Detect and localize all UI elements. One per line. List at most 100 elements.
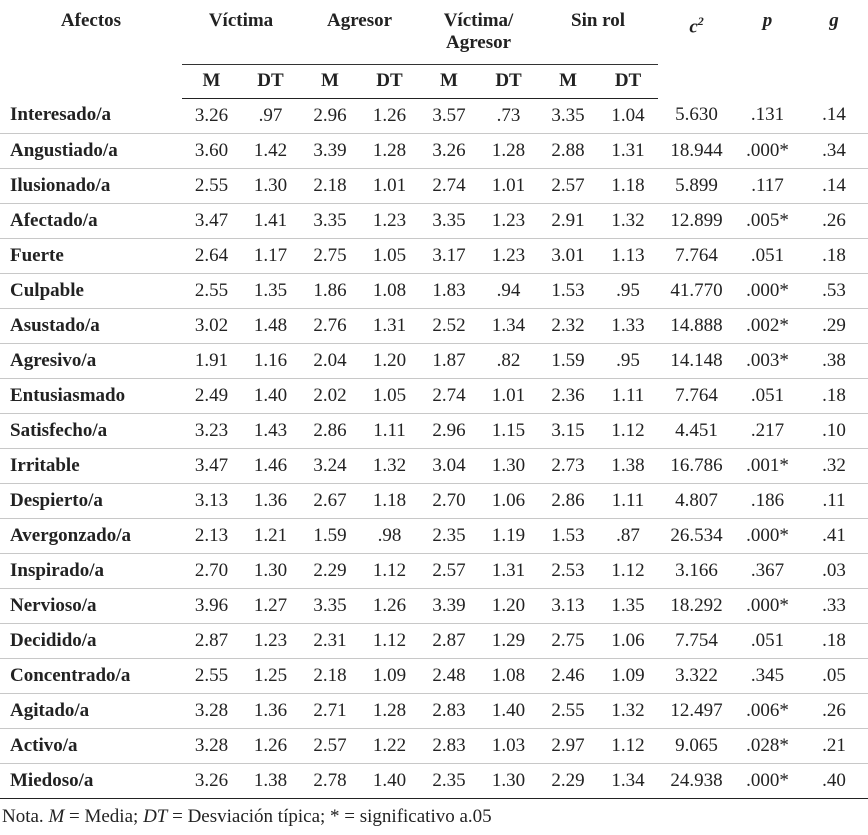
table-cell: 1.18 xyxy=(360,483,420,519)
table-cell: 3.28 xyxy=(182,728,241,764)
table-cell: 3.13 xyxy=(182,483,241,519)
table-cell: .97 xyxy=(241,98,300,134)
table-cell: 1.30 xyxy=(241,553,300,589)
table-cell: .26 xyxy=(800,693,868,729)
table-cell: 18.944 xyxy=(658,133,736,169)
table-cell: 1.12 xyxy=(360,623,420,659)
table-cell: 1.20 xyxy=(479,588,539,624)
table-cell: .186 xyxy=(735,483,801,519)
table-cell: 1.30 xyxy=(479,763,539,799)
table-cell: 1.28 xyxy=(360,133,420,169)
table-cell: .41 xyxy=(800,518,868,554)
table-cell: 2.91 xyxy=(538,203,599,239)
row-label: Inspirado/a xyxy=(0,553,182,589)
table-cell: 14.148 xyxy=(658,343,736,379)
table-cell: .40 xyxy=(800,763,868,799)
table-cell: 3.39 xyxy=(300,133,360,169)
table-cell: 1.26 xyxy=(241,728,300,764)
table-cell: 1.22 xyxy=(360,728,420,764)
table-cell: 2.75 xyxy=(538,623,599,659)
table-cell: 4.807 xyxy=(658,483,736,519)
group-header: Víctima/ Agresor xyxy=(419,0,539,65)
table-row: Ilusionado/a 2.55 1.30 2.18 1.01 2.74 1.01 2.57… xyxy=(0,168,868,204)
table-cell: 2.32 xyxy=(538,308,599,344)
table-cell: 1.08 xyxy=(479,658,539,694)
table-cell: 2.31 xyxy=(300,623,360,659)
table-cell: 1.35 xyxy=(598,588,659,624)
table-cell: 1.19 xyxy=(479,518,539,554)
row-label: Activo/a xyxy=(0,728,182,764)
table-cell: 1.03 xyxy=(479,728,539,764)
table-cell: 1.46 xyxy=(241,448,300,484)
table-cell: 2.46 xyxy=(538,658,599,694)
table-row: Asustado/a 3.02 1.48 2.76 1.31 2.52 1.34 2.32 1.… xyxy=(0,308,868,344)
table-cell: 3.166 xyxy=(658,553,736,589)
table-cell: 1.06 xyxy=(598,623,659,659)
table-cell: 1.42 xyxy=(241,133,300,169)
table-cell: 3.96 xyxy=(182,588,241,624)
table-row: Avergonzado/a 2.13 1.21 1.59.98 2.35 1.19 1.53… xyxy=(0,518,868,554)
table-cell: 2.57 xyxy=(419,553,480,589)
table-cell: 1.41 xyxy=(241,203,300,239)
table-cell: .21 xyxy=(800,728,868,764)
table-cell: 1.83 xyxy=(419,273,480,309)
row-label: Decidido/a xyxy=(0,623,182,659)
note-part: = Media; xyxy=(64,806,144,827)
table-cell: 2.73 xyxy=(538,448,599,484)
table-cell: 7.754 xyxy=(658,623,736,659)
table-cell: .028* xyxy=(735,728,801,764)
table-cell: 2.49 xyxy=(182,378,241,414)
row-label: Nervioso/a xyxy=(0,588,182,624)
table-cell: 2.83 xyxy=(419,728,480,764)
table-cell: .367 xyxy=(735,553,801,589)
note-part: Nota. xyxy=(2,806,49,827)
subheader-cell: DT xyxy=(598,64,659,99)
table-row: Miedoso/a 3.26 1.38 2.78 1.40 2.35 1.30 2.29 1.3… xyxy=(0,763,868,799)
table-cell: 2.55 xyxy=(182,273,241,309)
note-part: M xyxy=(48,806,65,827)
table-cell: 9.065 xyxy=(658,728,736,764)
table-cell: 2.74 xyxy=(419,378,480,414)
table-cell: 1.40 xyxy=(241,378,300,414)
table-cell: .006* xyxy=(735,693,801,729)
table-cell: 1.13 xyxy=(598,238,659,274)
table-cell: 18.292 xyxy=(658,588,736,624)
table-cell: 1.32 xyxy=(598,693,659,729)
table-cell: 2.18 xyxy=(300,168,360,204)
table-cell: 2.52 xyxy=(419,308,480,344)
table-cell: 1.12 xyxy=(598,413,659,449)
table-cell: 3.322 xyxy=(658,658,736,694)
table-cell: .005* xyxy=(735,203,801,239)
table-cell: 2.86 xyxy=(300,413,360,449)
table-cell: 2.96 xyxy=(419,413,480,449)
table-cell: 2.83 xyxy=(419,693,480,729)
table-cell: 1.29 xyxy=(479,623,539,659)
table-cell: 2.18 xyxy=(300,658,360,694)
stat-label: c xyxy=(689,16,698,38)
row-label: Avergonzado/a xyxy=(0,518,182,554)
table-cell: 1.18 xyxy=(598,168,659,204)
table-cell: 1.26 xyxy=(360,588,420,624)
row-label: Asustado/a xyxy=(0,308,182,344)
table-cell: .051 xyxy=(735,238,801,274)
table-cell: 2.70 xyxy=(419,483,480,519)
table-cell: 1.08 xyxy=(360,273,420,309)
table-cell: 1.09 xyxy=(598,658,659,694)
stat-header: g xyxy=(800,0,868,98)
table-cell: .14 xyxy=(800,168,868,204)
table-cell: 3.28 xyxy=(182,693,241,729)
row-label: Ilusionado/a xyxy=(0,168,182,204)
table-cell: 3.35 xyxy=(538,98,599,134)
row-label: Angustiado/a xyxy=(0,133,182,169)
table-cell: 3.23 xyxy=(182,413,241,449)
subheader-cell: DT xyxy=(360,64,420,99)
table-cell: 7.764 xyxy=(658,238,736,274)
table-cell: 12.899 xyxy=(658,203,736,239)
table-cell: 1.28 xyxy=(479,133,539,169)
table-cell: .001* xyxy=(735,448,801,484)
table-cell: 2.75 xyxy=(300,238,360,274)
table-cell: 1.30 xyxy=(241,168,300,204)
table-cell: 1.87 xyxy=(419,343,480,379)
table-row: Agitado/a 3.28 1.36 2.71 1.28 2.83 1.40 2.55 1.3… xyxy=(0,693,868,729)
